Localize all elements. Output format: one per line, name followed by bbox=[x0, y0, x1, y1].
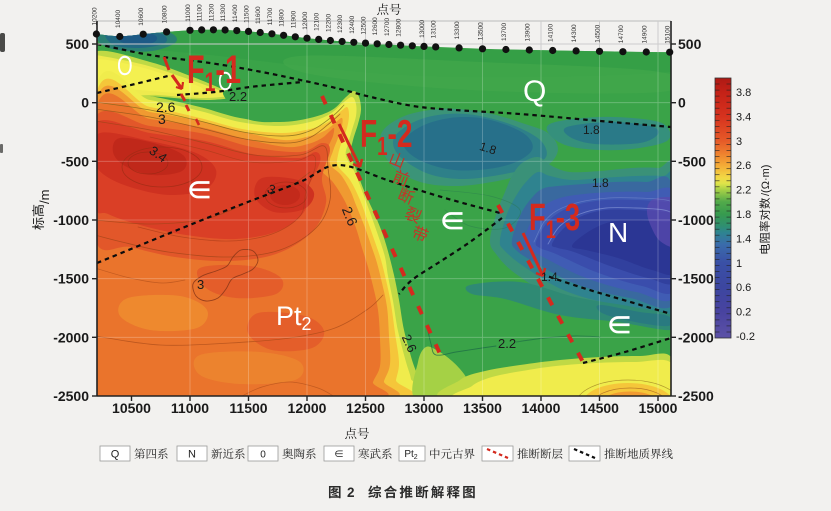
svg-text:1.4: 1.4 bbox=[541, 270, 558, 284]
svg-text:11900: 11900 bbox=[290, 10, 297, 28]
svg-text:1.8: 1.8 bbox=[592, 176, 609, 190]
svg-text:1: 1 bbox=[736, 258, 742, 270]
svg-text:12400: 12400 bbox=[349, 15, 356, 33]
svg-text:13300: 13300 bbox=[454, 21, 461, 39]
svg-text:2: 2 bbox=[347, 485, 355, 500]
svg-text:2.6: 2.6 bbox=[339, 204, 361, 228]
svg-text:-500: -500 bbox=[678, 153, 706, 169]
svg-text:11500: 11500 bbox=[244, 5, 251, 23]
svg-text:1.8: 1.8 bbox=[583, 123, 600, 137]
svg-text:2.2: 2.2 bbox=[498, 336, 516, 351]
svg-text:0: 0 bbox=[81, 95, 89, 111]
svg-text:11300: 11300 bbox=[220, 4, 227, 22]
svg-text:N: N bbox=[608, 217, 628, 248]
svg-text:10400: 10400 bbox=[115, 10, 122, 28]
svg-text:0: 0 bbox=[260, 450, 266, 461]
svg-text:10200: 10200 bbox=[91, 7, 98, 25]
svg-text:1.4: 1.4 bbox=[736, 233, 751, 245]
svg-text:2.6: 2.6 bbox=[736, 160, 751, 172]
svg-text:2.2: 2.2 bbox=[229, 89, 247, 104]
svg-text:0.2: 0.2 bbox=[736, 307, 751, 319]
svg-text:/(Ω·m): /(Ω·m) bbox=[760, 165, 772, 196]
svg-text:-1500: -1500 bbox=[53, 271, 89, 287]
svg-text:-2500: -2500 bbox=[678, 388, 714, 404]
svg-text:11600: 11600 bbox=[255, 6, 262, 24]
svg-text:12200: 12200 bbox=[325, 14, 332, 32]
svg-text:1.8: 1.8 bbox=[736, 209, 751, 221]
svg-text:3: 3 bbox=[197, 277, 204, 292]
svg-text:13500: 13500 bbox=[478, 22, 485, 40]
svg-text:11400: 11400 bbox=[232, 4, 239, 22]
svg-text:3.4: 3.4 bbox=[736, 111, 751, 123]
svg-text:3: 3 bbox=[736, 136, 742, 148]
svg-text:11000: 11000 bbox=[171, 400, 209, 416]
svg-text:12000: 12000 bbox=[288, 400, 327, 416]
svg-text:11000: 11000 bbox=[185, 4, 192, 22]
svg-text:-1500: -1500 bbox=[678, 271, 714, 287]
svg-text:O: O bbox=[117, 51, 133, 82]
svg-text:Q: Q bbox=[111, 449, 120, 461]
svg-text:13000: 13000 bbox=[419, 19, 426, 37]
svg-text:12100: 12100 bbox=[314, 12, 321, 30]
svg-text:12300: 12300 bbox=[337, 15, 344, 33]
svg-text:13100: 13100 bbox=[431, 20, 438, 38]
svg-text:10500: 10500 bbox=[112, 400, 151, 416]
svg-text:12600: 12600 bbox=[372, 17, 379, 35]
svg-text:-2500: -2500 bbox=[53, 388, 89, 404]
svg-text:12800: 12800 bbox=[396, 18, 403, 36]
svg-text:N: N bbox=[188, 449, 196, 461]
svg-text:3.8: 3.8 bbox=[736, 87, 751, 99]
svg-text:/m: /m bbox=[37, 190, 52, 204]
svg-text:15100: 15100 bbox=[665, 25, 672, 43]
svg-text:11700: 11700 bbox=[267, 7, 274, 25]
svg-text:14500: 14500 bbox=[580, 400, 619, 416]
svg-text:-2000: -2000 bbox=[678, 329, 714, 345]
svg-text:-1000: -1000 bbox=[53, 212, 89, 228]
svg-text:500: 500 bbox=[66, 36, 90, 52]
svg-text:12700: 12700 bbox=[384, 18, 391, 36]
svg-text:O: O bbox=[218, 66, 233, 96]
svg-text:0: 0 bbox=[678, 95, 686, 111]
svg-text:10600: 10600 bbox=[138, 7, 145, 25]
svg-text:11100: 11100 bbox=[197, 4, 204, 21]
svg-text:1.8: 1.8 bbox=[478, 139, 499, 158]
svg-text:-500: -500 bbox=[61, 153, 89, 169]
svg-text:2.6: 2.6 bbox=[399, 332, 420, 355]
svg-text:Q: Q bbox=[523, 75, 546, 108]
svg-text:13500: 13500 bbox=[463, 400, 502, 416]
svg-text:13700: 13700 bbox=[501, 23, 508, 41]
svg-text:10800: 10800 bbox=[162, 5, 169, 23]
svg-text:0.6: 0.6 bbox=[736, 282, 751, 294]
svg-text:12500: 12500 bbox=[361, 16, 368, 34]
svg-text:13900: 13900 bbox=[524, 23, 531, 41]
svg-text:2.6: 2.6 bbox=[156, 99, 176, 115]
svg-text:11500: 11500 bbox=[229, 400, 267, 416]
svg-text:11200: 11200 bbox=[208, 3, 215, 21]
svg-text:14300: 14300 bbox=[571, 24, 578, 42]
svg-text:13000: 13000 bbox=[405, 400, 444, 416]
svg-text:15000: 15000 bbox=[639, 400, 678, 416]
svg-text:12500: 12500 bbox=[346, 400, 385, 416]
svg-text:14100: 14100 bbox=[548, 24, 555, 42]
svg-text:14500: 14500 bbox=[595, 24, 602, 42]
svg-text:-1000: -1000 bbox=[678, 212, 714, 228]
svg-text:-2000: -2000 bbox=[53, 329, 89, 345]
svg-text:2.2: 2.2 bbox=[736, 185, 751, 197]
svg-text:14700: 14700 bbox=[618, 25, 625, 43]
svg-text:14000: 14000 bbox=[522, 400, 561, 416]
svg-text:500: 500 bbox=[678, 36, 702, 52]
svg-text:Pt2: Pt2 bbox=[276, 301, 312, 334]
svg-text:11800: 11800 bbox=[279, 9, 286, 27]
svg-text:12000: 12000 bbox=[302, 11, 309, 29]
svg-text:-0.2: -0.2 bbox=[736, 331, 755, 343]
svg-text:3: 3 bbox=[158, 111, 166, 127]
svg-text:14900: 14900 bbox=[641, 25, 648, 43]
